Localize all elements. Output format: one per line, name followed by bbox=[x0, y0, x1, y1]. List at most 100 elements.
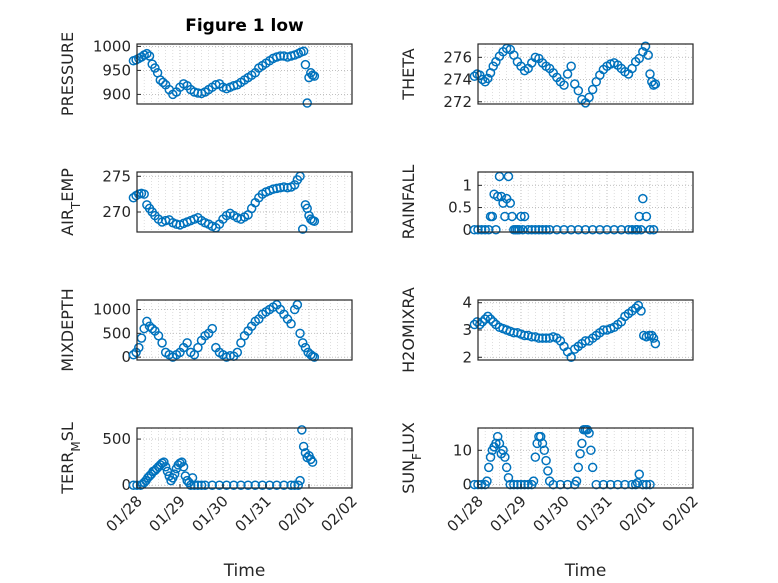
data-point bbox=[609, 225, 619, 235]
axes-frame bbox=[477, 427, 694, 489]
data-point bbox=[480, 225, 490, 235]
x-tick-label: 01/29 bbox=[146, 492, 189, 535]
data-point bbox=[492, 191, 503, 202]
subplot-sun-flux: 0 10 SUNFLUX 01/28 01/29 01/30 01/31 02/01 02/02… bbox=[399, 422, 702, 581]
data-point bbox=[236, 338, 246, 348]
y-tick-label: 275 bbox=[102, 167, 131, 185]
data-point bbox=[250, 480, 260, 490]
y-tick-label: 276 bbox=[443, 48, 472, 66]
chart-title: Figure 1 low bbox=[185, 16, 304, 36]
data-point bbox=[537, 225, 548, 235]
data-point bbox=[150, 63, 160, 73]
data-point bbox=[541, 225, 551, 235]
x-axis-label: Time bbox=[223, 561, 266, 581]
y-tick-label: 0 bbox=[121, 348, 131, 366]
y-tick-label: 10 bbox=[453, 441, 472, 459]
data-point bbox=[528, 476, 539, 486]
subplot-pressure: 900 950 1000 PRESSURE Figure 1 low bbox=[58, 16, 353, 116]
y-tick-label: 270 bbox=[102, 203, 131, 221]
data-point bbox=[595, 225, 605, 235]
subplot-h2omixra: 2 3 4 H2OMIXRA bbox=[399, 287, 694, 373]
y-axis-label: TERRMSL bbox=[58, 422, 83, 495]
y-tick-label: 272 bbox=[443, 93, 472, 111]
data-point bbox=[650, 338, 661, 349]
data-point bbox=[131, 347, 141, 358]
y-tick-label: 500 bbox=[102, 324, 131, 342]
x-tick-label: 02/01 bbox=[275, 492, 318, 535]
data-point bbox=[488, 317, 498, 327]
data-point bbox=[535, 431, 546, 442]
y-axis-label: MIXDEPTH bbox=[58, 288, 77, 371]
data-point bbox=[483, 73, 493, 84]
y-tick-label: 1 bbox=[462, 176, 472, 194]
x-tick-label: 01/28 bbox=[444, 492, 487, 535]
data-point bbox=[571, 476, 582, 486]
data-point bbox=[484, 462, 494, 473]
data-point bbox=[289, 180, 300, 190]
data-point bbox=[297, 224, 308, 234]
y-tick-label: 0 bbox=[462, 476, 472, 494]
data-point bbox=[505, 198, 515, 208]
data-point bbox=[485, 452, 496, 462]
y-tick-label: 950 bbox=[102, 61, 131, 79]
data-point bbox=[630, 303, 641, 313]
data-point bbox=[632, 478, 643, 488]
data-point bbox=[566, 352, 576, 363]
data-point bbox=[178, 462, 189, 472]
x-tick-label: 01/30 bbox=[530, 492, 573, 535]
data-point bbox=[640, 41, 651, 51]
y-axis-label: AIRTEMP bbox=[58, 168, 83, 236]
data-point bbox=[573, 225, 584, 235]
data-point bbox=[650, 79, 661, 89]
data-point bbox=[633, 300, 644, 311]
data-point bbox=[189, 480, 200, 490]
axes-frame bbox=[136, 171, 353, 233]
data-point bbox=[307, 457, 318, 467]
data-point bbox=[171, 219, 182, 229]
data-point bbox=[634, 211, 644, 222]
y-tick-label: 274 bbox=[443, 71, 472, 89]
data-point bbox=[503, 472, 514, 483]
y-axis-label: PRESSURE bbox=[58, 32, 77, 116]
y-tick-label: 1000 bbox=[93, 37, 131, 55]
data-point bbox=[648, 225, 659, 235]
y-tick-label: 2 bbox=[462, 348, 472, 366]
data-point bbox=[580, 225, 591, 235]
data-point bbox=[485, 314, 496, 324]
x-tick-label: 02/01 bbox=[616, 492, 659, 535]
subplot-theta: 272 274 276 THETA bbox=[399, 41, 694, 111]
data-point bbox=[243, 480, 253, 490]
x-axis-label: Time bbox=[564, 561, 607, 581]
data-point bbox=[541, 455, 551, 466]
data-point bbox=[562, 69, 573, 79]
data-point bbox=[559, 225, 569, 235]
data-point bbox=[207, 480, 217, 490]
data-point bbox=[484, 225, 494, 235]
data-point bbox=[534, 225, 544, 235]
y-tick-label: 0 bbox=[462, 221, 472, 239]
data-point bbox=[527, 225, 537, 235]
data-point bbox=[530, 225, 541, 235]
data-point bbox=[487, 211, 498, 222]
data-point bbox=[298, 441, 309, 452]
subplot-rainfall: 0 0.5 1 RAINFALL bbox=[399, 165, 694, 239]
data-point bbox=[480, 314, 490, 324]
data-point bbox=[286, 480, 296, 490]
data-point bbox=[177, 457, 187, 467]
data-point bbox=[193, 480, 203, 490]
data-point bbox=[627, 225, 637, 235]
data-point bbox=[309, 71, 320, 81]
data-point bbox=[292, 300, 303, 310]
data-point bbox=[189, 350, 200, 360]
data-point bbox=[157, 338, 167, 348]
data-point bbox=[566, 225, 576, 235]
data-point bbox=[144, 321, 155, 331]
data-point bbox=[566, 61, 576, 71]
data-point bbox=[518, 225, 528, 235]
data-point bbox=[530, 452, 541, 462]
data-point bbox=[275, 182, 286, 193]
subplot-mixdepth: 0 500 1000 MIXDEPTH bbox=[58, 288, 353, 372]
data-point bbox=[500, 452, 510, 462]
data-point bbox=[559, 80, 569, 90]
